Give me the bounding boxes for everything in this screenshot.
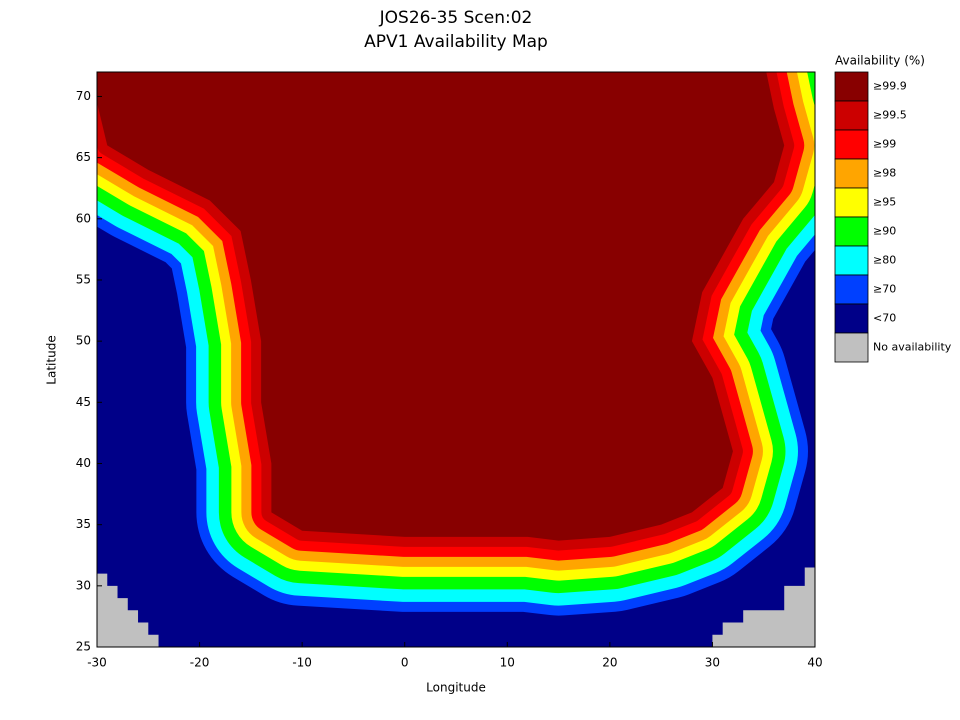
legend-swatch [834, 158, 869, 189]
legend-swatch [834, 129, 869, 160]
y-tick-label: 50 [76, 334, 91, 348]
legend-label: ≥80 [873, 254, 896, 267]
legend-label: <70 [873, 312, 896, 325]
y-tick-label: 35 [76, 517, 91, 531]
legend-title: Availability (%) [835, 54, 925, 68]
legend-swatch [834, 187, 869, 218]
x-tick-label: -30 [87, 656, 107, 670]
legend-swatch [834, 332, 869, 363]
y-tick-label: 60 [76, 211, 91, 225]
legend-swatch [834, 71, 869, 102]
legend-label: No availability [873, 341, 952, 354]
y-tick-label: 65 [76, 150, 91, 164]
legend-swatch [834, 216, 869, 247]
legend-label: ≥99 [873, 138, 896, 151]
y-tick-label: 55 [76, 272, 91, 286]
x-axis-label: Longitude [426, 681, 486, 695]
y-tick-label: 25 [76, 640, 91, 654]
y-tick-label: 45 [76, 395, 91, 409]
legend-label: ≥98 [873, 167, 896, 180]
y-tick-label: 30 [76, 578, 91, 592]
legend-swatch [834, 100, 869, 131]
legend-swatch [834, 274, 869, 305]
map-area [97, 72, 815, 647]
legend-swatch [834, 245, 869, 276]
x-tick-label: -20 [190, 656, 210, 670]
y-tick-label: 40 [76, 456, 91, 470]
x-tick-label: 30 [705, 656, 720, 670]
no-availability-region [97, 573, 159, 647]
legend-label: ≥70 [873, 283, 896, 296]
plot-frame [96, 71, 816, 648]
legend-label: ≥99.5 [873, 109, 907, 122]
x-tick-label: 10 [500, 656, 515, 670]
y-tick-label: 70 [76, 89, 91, 103]
legend-label: ≥90 [873, 225, 896, 238]
chart-title: JOS26-35 Scen:02 [379, 8, 533, 28]
x-tick-label: 20 [602, 656, 617, 670]
x-tick-label: 0 [401, 656, 409, 670]
x-tick-label: 40 [807, 656, 822, 670]
legend-swatch [834, 303, 869, 334]
legend-label: ≥99.9 [873, 80, 907, 93]
availability-region [97, 72, 785, 541]
chart-subtitle: APV1 Availability Map [364, 32, 548, 52]
x-tick-label: -10 [292, 656, 312, 670]
y-axis-label: Latitude [45, 335, 59, 384]
no-availability-region [712, 567, 815, 647]
legend-label: ≥95 [873, 196, 896, 209]
